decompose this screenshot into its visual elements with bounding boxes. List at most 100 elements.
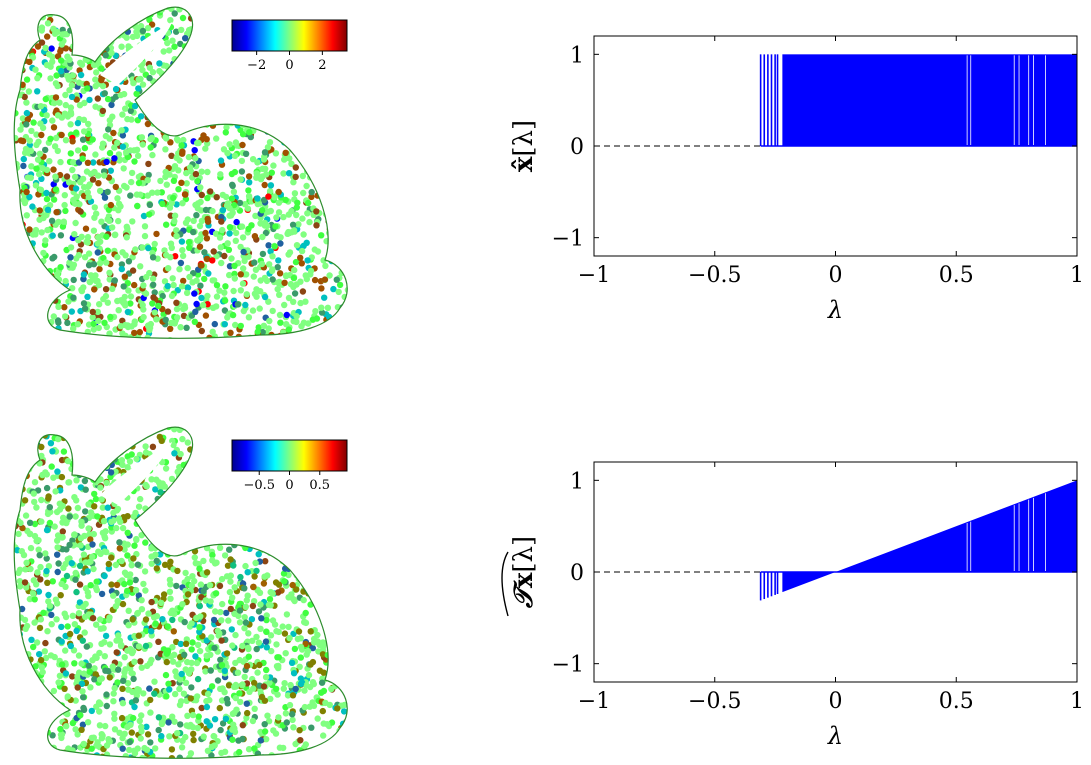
bunny-point bbox=[48, 712, 55, 719]
bunny-point bbox=[38, 443, 45, 451]
bunny-point bbox=[140, 428, 147, 435]
bunny-point bbox=[14, 722, 15, 729]
bunny-point bbox=[158, 79, 165, 87]
bunny-point bbox=[0, 486, 6, 492]
bunny-point bbox=[73, 477, 80, 484]
bunny-point bbox=[131, 542, 138, 549]
bunny-point bbox=[199, 443, 206, 450]
bunny-point bbox=[48, 7, 55, 15]
bunny-point bbox=[293, 501, 300, 508]
bunny-point bbox=[313, 107, 320, 114]
bunny-point bbox=[20, 323, 27, 330]
bunny-point bbox=[198, 168, 205, 175]
bunny-point bbox=[247, 76, 255, 84]
bunny-point bbox=[28, 636, 35, 643]
bunny-point bbox=[35, 757, 42, 759]
bunny-point bbox=[356, 477, 362, 483]
bunny-point bbox=[50, 474, 57, 481]
bunny-point bbox=[0, 97, 6, 103]
bunny-point bbox=[202, 206, 210, 214]
bunny-point bbox=[311, 85, 319, 92]
bunny-point bbox=[229, 311, 237, 319]
bunny-point bbox=[320, 687, 328, 695]
bunny-point bbox=[72, 726, 79, 733]
bunny-point bbox=[126, 579, 134, 586]
bunny-point bbox=[0, 757, 3, 763]
bunny-point bbox=[218, 427, 226, 433]
x-tick-label: −0.5 bbox=[688, 263, 741, 288]
bunny-point bbox=[355, 67, 361, 73]
bunny-point bbox=[351, 456, 357, 462]
bunny-point bbox=[76, 79, 83, 86]
bunny-point bbox=[345, 627, 348, 635]
bunny-point bbox=[206, 582, 214, 589]
bunny-point bbox=[14, 7, 18, 12]
bunny-point bbox=[127, 300, 134, 307]
bunny-point bbox=[179, 252, 187, 260]
bunny-point bbox=[189, 419, 195, 425]
bunny-point bbox=[178, 142, 185, 149]
bunny-point bbox=[303, 750, 311, 758]
bunny-point bbox=[147, 99, 154, 107]
bunny-point bbox=[163, 251, 170, 259]
bunny-point bbox=[76, 581, 84, 588]
bunny-point bbox=[7, 637, 13, 643]
bunny-point bbox=[80, 740, 88, 748]
bunny-point bbox=[351, 421, 357, 427]
bunny-point bbox=[145, 171, 152, 179]
bunny-point bbox=[152, 7, 159, 9]
bunny-point bbox=[152, 517, 160, 525]
bunny-point bbox=[107, 469, 115, 476]
bunny-point bbox=[24, 713, 31, 720]
bunny-point bbox=[186, 273, 193, 281]
bunny-point bbox=[248, 427, 255, 434]
bunny-point bbox=[130, 341, 136, 347]
bunny-point bbox=[178, 283, 186, 290]
bunny-point bbox=[264, 144, 272, 151]
bunny-point bbox=[294, 419, 300, 425]
bunny-point bbox=[49, 709, 56, 717]
bunny-point bbox=[135, 179, 143, 187]
bunny-point bbox=[3, 423, 9, 429]
bunny-point bbox=[275, 209, 283, 216]
bunny-point bbox=[283, 497, 290, 504]
bunny-point bbox=[218, 459, 225, 467]
bunny-point bbox=[16, 726, 23, 734]
bunny-point bbox=[252, 266, 260, 273]
bunny-point bbox=[227, 62, 235, 69]
bunny-point bbox=[261, 105, 269, 113]
bunny-point bbox=[232, 229, 240, 237]
bunny-point bbox=[148, 656, 155, 664]
bunny-point bbox=[14, 196, 16, 203]
bunny-point bbox=[261, 721, 268, 728]
bunny-point bbox=[208, 752, 215, 759]
bunny-point bbox=[356, 514, 362, 520]
bunny-point bbox=[310, 520, 317, 528]
bunny-point bbox=[44, 206, 52, 213]
bunny-point bbox=[53, 72, 60, 79]
bunny-point bbox=[169, 437, 176, 445]
bunny-point bbox=[50, 313, 57, 320]
bunny-point bbox=[116, 545, 124, 552]
bunny-point bbox=[244, 117, 251, 124]
bunny-point bbox=[306, 73, 313, 81]
bunny-point bbox=[182, 476, 190, 483]
bunny-point bbox=[295, 7, 303, 12]
bunny-point bbox=[48, 45, 55, 52]
bunny-point bbox=[14, 431, 19, 438]
bunny-point bbox=[254, 170, 261, 178]
bunny-point bbox=[263, 612, 270, 619]
bunny-point bbox=[211, 95, 218, 102]
bunny-point bbox=[104, 7, 111, 11]
bunny-point bbox=[292, 433, 299, 441]
bunny-point bbox=[94, 308, 102, 316]
bunny-point bbox=[99, 23, 106, 30]
bunny-point bbox=[248, 526, 255, 533]
bunny-point bbox=[30, 702, 37, 710]
bunny-point bbox=[17, 442, 24, 450]
bunny-point bbox=[230, 721, 237, 728]
bunny-point bbox=[313, 141, 320, 148]
bunny-point bbox=[140, 282, 147, 289]
bunny-point bbox=[247, 87, 254, 94]
bunny-point bbox=[216, 427, 223, 431]
